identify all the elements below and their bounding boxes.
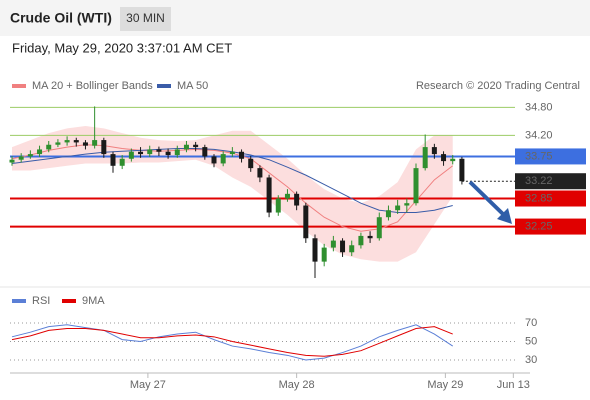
candle-body [248,158,254,169]
y-tick-label: 30 [525,354,537,366]
level-label: 32.85 [525,192,553,204]
x-tick-label: May 29 [427,379,463,391]
level-label-box [515,173,586,190]
x-tick-label: Jun 13 [497,379,530,391]
candle-body [303,205,309,239]
candle-body [330,240,336,248]
candle-body [64,140,70,143]
candle-body [376,217,382,239]
legend-label: RSI [32,295,50,307]
legend-label: MA 50 [177,80,208,92]
candle-body [321,247,327,262]
legend-swatch [62,299,76,303]
candle-body [422,147,428,169]
level-label: 34.80 [525,101,553,113]
candle-body [211,156,217,164]
candle-body [165,151,171,156]
candle-body [257,168,263,178]
candle-body [284,193,290,199]
forecast-arrow [468,180,512,224]
candle-body [441,154,447,162]
candle-body [183,144,189,150]
candle-body [128,151,134,159]
candle-body [101,140,107,155]
candle-body [92,140,98,146]
legend-swatch [157,84,171,88]
candle-body [395,205,401,211]
legend-label: 9MA [82,295,105,307]
candle-body [385,210,391,218]
interval: 30 MIN [126,11,165,25]
candle-body [266,177,272,213]
candle-body [147,149,153,155]
candle-body [73,140,79,143]
candle-body [404,203,410,206]
candle-body [294,193,300,206]
level-label-box [515,148,586,165]
x-tick-label: May 28 [279,379,315,391]
interval-box [120,7,171,31]
candle-body [340,240,346,253]
timestamp: Friday, May 29, 2020 3:37:01 AM CET [12,40,232,55]
x-tick-label: May 27 [130,379,166,391]
header-bar [0,0,590,36]
candle-body [193,144,199,148]
level-label-box [515,218,586,235]
y-tick-label: 50 [525,335,537,347]
candle-body [459,158,465,182]
instrument-title: Crude Oil (WTI) [10,10,112,26]
credit: Research © 2020 Trading Central [416,80,580,92]
candle-body [358,235,364,246]
level-label: 34.20 [525,129,553,141]
candle-body [349,245,355,253]
candle-body [239,151,245,159]
candle-body [367,235,373,239]
candle-body [46,144,52,150]
level-label: 33.22 [525,175,553,187]
indicator-line [11,326,453,357]
arrow-shaft [468,180,507,218]
level-label: 32.25 [525,220,553,232]
level-label: 33.75 [525,150,553,162]
candle-body [202,147,208,157]
candle-body [37,149,43,155]
bollinger-band [12,126,453,262]
arrow-head [497,208,512,224]
candle-body [156,149,162,152]
candle-body [55,142,61,145]
candle-body [18,156,24,160]
candle-body [174,149,180,156]
candle-body [82,142,88,146]
candle-body [450,158,456,162]
legend-swatch [12,84,26,88]
candle-body [220,154,226,164]
candle-body [9,159,15,163]
y-tick-label: 70 [525,317,537,329]
candle-body [312,238,318,262]
candle-body [110,154,116,166]
candle-body [275,198,281,213]
candle-body [413,168,419,204]
level-label-box [515,190,586,207]
indicator-line [11,324,454,361]
candle-body [138,151,144,155]
candle-body [431,147,437,155]
candle-body [27,154,33,157]
candle-body [119,158,125,166]
legend-swatch [12,299,26,303]
candle-body [229,151,235,155]
legend-label: MA 20 + Bollinger Bands [32,80,153,92]
